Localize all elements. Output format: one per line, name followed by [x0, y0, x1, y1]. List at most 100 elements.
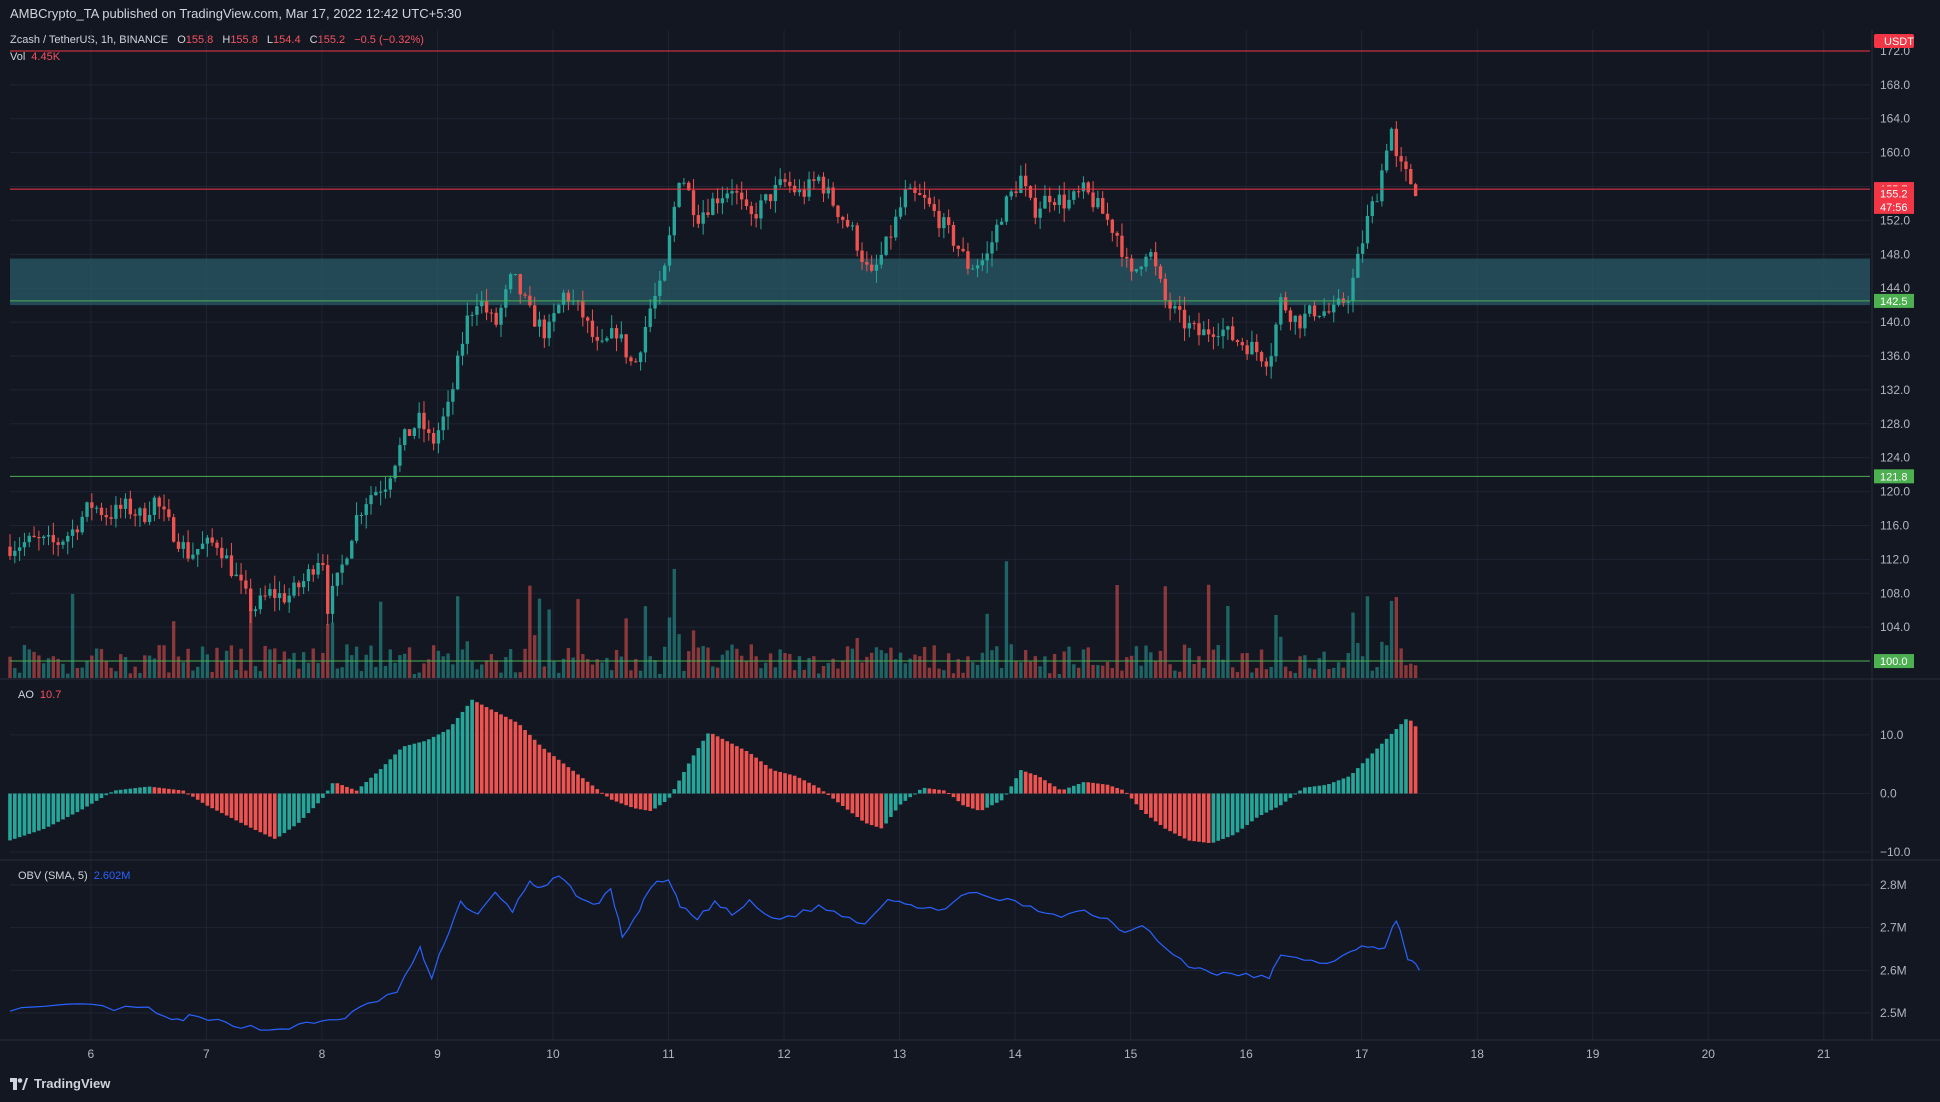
candle-body: [422, 412, 426, 430]
ao-bar: [268, 793, 272, 837]
candle-body: [946, 217, 951, 225]
price-tick-label: 144.0: [1880, 281, 1910, 295]
volume-bar: [42, 663, 46, 678]
volume-bar: [566, 648, 571, 678]
ao-bar: [701, 740, 705, 794]
ao-bar: [826, 793, 831, 795]
ao-legend[interactable]: AO 10.7: [18, 689, 61, 701]
ao-bar: [1259, 793, 1264, 816]
obv-legend[interactable]: OBV (SMA, 5) 2.602M: [18, 870, 130, 882]
candle-body: [167, 509, 171, 518]
ao-bar: [1307, 786, 1312, 794]
volume-bar: [1221, 659, 1225, 678]
candle-body: [961, 248, 965, 252]
volume-bar: [706, 647, 710, 678]
candle-body: [937, 210, 941, 229]
ao-bar: [956, 793, 961, 802]
volume-bar: [1288, 671, 1293, 678]
ao-bar: [1105, 784, 1110, 794]
price-label-bg: [1874, 654, 1914, 669]
ao-bar: [884, 793, 888, 824]
candle-body: [143, 508, 147, 523]
volume-label: Vol: [10, 51, 26, 63]
ao-bar: [1110, 786, 1115, 794]
ao-bar: [686, 763, 691, 794]
time-tick-label: 12: [777, 1047, 791, 1061]
volume-legend[interactable]: Vol 4.45K: [10, 51, 60, 63]
candle-body: [378, 491, 383, 493]
volume-bar: [605, 657, 609, 678]
candle-body: [720, 198, 725, 204]
volume-bar: [80, 667, 84, 678]
candle-body: [691, 190, 696, 216]
obv-series-line: [9, 875, 1420, 1031]
ao-bar: [1370, 753, 1375, 794]
volume-bar: [701, 646, 705, 678]
volume-bar: [1096, 665, 1100, 678]
candle-body: [932, 204, 936, 211]
volume-bar: [971, 662, 975, 678]
ao-bar: [499, 714, 503, 794]
volume-bar: [889, 647, 893, 678]
volume-bar: [383, 665, 388, 678]
price-tick-label: 140.0: [1880, 315, 1910, 329]
ao-bar: [653, 793, 657, 809]
volume-bar: [258, 671, 262, 678]
candle-body: [658, 280, 662, 296]
volume-bar: [653, 660, 657, 678]
footer-brand[interactable]: TradingView: [10, 1076, 110, 1091]
ao-bar: [301, 793, 306, 818]
volume-bar: [937, 668, 941, 678]
candle-body: [1149, 252, 1153, 257]
ao-bar: [41, 793, 46, 830]
time-tick-label: 19: [1586, 1047, 1600, 1061]
volume-bar: [975, 664, 980, 678]
volume-bar: [518, 672, 522, 678]
volume-value: 4.45K: [31, 51, 61, 63]
volume-bar: [61, 663, 65, 678]
candle-body: [1245, 345, 1249, 355]
ao-bar: [590, 785, 595, 794]
candle-body: [446, 401, 450, 417]
candle-body: [1033, 197, 1037, 218]
volume-bar: [990, 650, 994, 678]
candle-body: [239, 574, 243, 581]
volume-bar: [1115, 584, 1119, 678]
ao-bar: [836, 793, 840, 803]
ao-bar: [1283, 793, 1288, 802]
volume-bar: [480, 664, 484, 678]
volume-bar: [220, 660, 224, 678]
ao-bar: [1375, 748, 1379, 794]
candle-body: [109, 517, 113, 519]
candle-body: [1230, 326, 1235, 341]
ao-bar: [773, 770, 778, 794]
ao-bar: [706, 733, 710, 794]
volume-bar: [1380, 641, 1384, 678]
candle-body: [523, 294, 527, 296]
ao-value: 10.7: [39, 689, 62, 701]
volume-bar: [533, 635, 537, 678]
volume-bar: [90, 655, 94, 678]
ao-bar: [1269, 793, 1273, 811]
volume-bar: [850, 648, 855, 678]
volume-bar: [431, 645, 436, 678]
candle-body: [1312, 305, 1317, 317]
candle-body: [37, 536, 41, 539]
candle-body: [494, 312, 498, 325]
volume-bar: [1399, 648, 1403, 678]
candle-body: [706, 212, 710, 215]
volume-bar: [200, 646, 205, 678]
candle-body: [162, 506, 166, 510]
ao-bar: [595, 789, 600, 794]
ao-bar: [248, 793, 253, 828]
ao-bar: [797, 777, 802, 794]
volume-bar: [224, 650, 229, 678]
ao-bar: [253, 793, 258, 831]
ao-bar: [460, 711, 465, 794]
volume-bar: [244, 670, 248, 678]
candle-body: [638, 352, 643, 363]
volume-bar: [634, 659, 638, 678]
time-tick-label: 15: [1124, 1047, 1138, 1061]
ao-bar: [109, 792, 113, 794]
